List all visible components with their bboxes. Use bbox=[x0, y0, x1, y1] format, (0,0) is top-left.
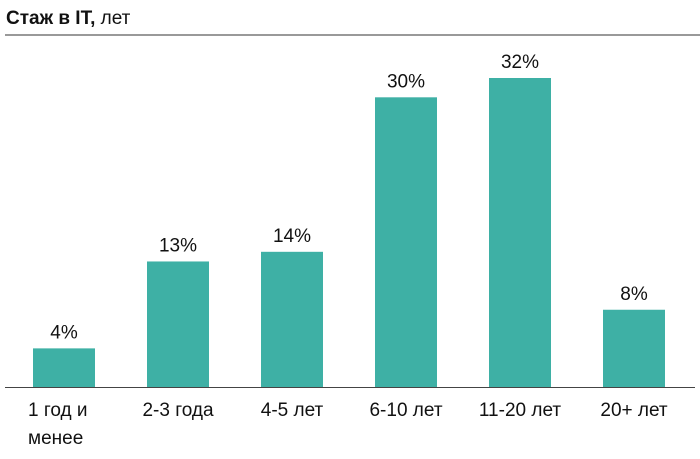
bar bbox=[489, 78, 551, 387]
title-main: Стаж в IT, bbox=[6, 8, 95, 29]
chart-title: Стаж в IT, лет bbox=[6, 8, 131, 29]
bar bbox=[147, 261, 209, 387]
x-tick-label: 1 год и менее bbox=[28, 400, 88, 449]
x-tick-label: 4-5 лет bbox=[260, 400, 324, 421]
x-tick-label: 6-10 лет bbox=[369, 400, 443, 421]
bar bbox=[33, 348, 95, 387]
bar bbox=[603, 309, 665, 387]
bar bbox=[261, 251, 323, 387]
data-label: 13% bbox=[159, 235, 197, 256]
data-label: 32% bbox=[501, 52, 539, 73]
data-label: 14% bbox=[273, 226, 311, 247]
x-tick-label: 20+ лет bbox=[600, 400, 668, 421]
bar bbox=[375, 97, 437, 387]
data-label: 4% bbox=[50, 322, 78, 343]
data-label: 8% bbox=[620, 284, 648, 305]
x-tick-label: 11-20 лет bbox=[478, 400, 562, 421]
x-tick-label: 2-3 года bbox=[142, 400, 214, 421]
data-label: 30% bbox=[387, 71, 425, 92]
title-unit: лет bbox=[101, 8, 131, 29]
